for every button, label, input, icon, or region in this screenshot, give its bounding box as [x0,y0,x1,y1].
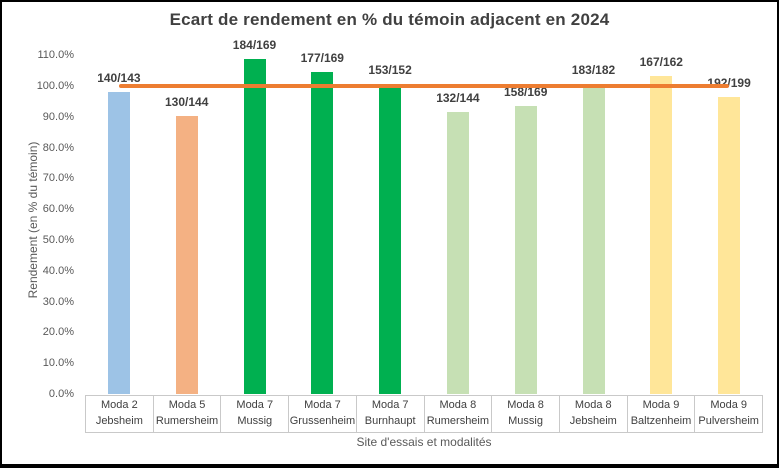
bar-value-label: 130/144 [164,94,209,109]
category-cell: Moda 8 Jebsheim [558,396,627,432]
category-site-label: Grussenheim [289,415,356,427]
category-site-label: Mussig [237,415,273,427]
category-moda-label: Moda 9 [642,399,680,411]
y-tick-label: 110.0% [37,49,75,62]
bar-moda8-jebsheim [582,84,605,394]
bar-moda9-baltzenheim [650,76,673,394]
category-cell: Moda 5 Rumersheim [152,396,221,432]
y-tick-label: 40.0% [42,264,74,277]
y-tick-label: 10.0% [42,357,74,370]
y-tick-label: 50.0% [42,234,74,246]
category-cell: Moda 7 Burnhaupt [355,396,424,432]
bar-value-label: 132/144 [436,90,480,105]
bar-moda8-mussig [514,106,537,394]
category-cell: Moda 9 Baltzenheim [626,396,695,432]
y-tick-label: 100.0% [36,80,74,92]
y-tick-label: 90.0% [42,110,74,123]
category-axis-table: Moda 2 Jebsheim Moda 5 Rumersheim Moda 7 Muss… [85,395,764,433]
category-moda-label: Moda 9 [710,399,748,411]
x-axis-title: Site d'essais et modalités [356,435,492,449]
category-moda-label: Moda 8 [507,399,544,411]
category-site-label: Pulversheim [698,415,759,427]
bar-moda7-burnhaupt [379,83,402,394]
bar-moda8-rumersheim [446,111,469,394]
bar-value-label: 140/143 [97,71,141,86]
category-site-label: Jebsheim [569,415,617,427]
category-cell: Moda 8 Rumersheim [423,396,492,432]
category-moda-label: Moda 8 [439,399,477,411]
category-cell: Moda 7 Grussenheim [288,396,356,432]
category-cell: Moda 7 Mussig [220,396,288,432]
bar-moda7-mussig [243,58,266,394]
bar-moda5-rumersheim [175,115,198,394]
y-tick-label: 30.0% [42,295,74,308]
category-site-label: Jebsheim [95,415,143,427]
category-site-label: Burnhaupt [364,415,416,427]
category-moda-label: Moda 5 [168,399,206,411]
y-tick-label: 20.0% [42,326,74,339]
category-cell: Moda 2 Jebsheim [85,396,153,432]
bar-value-label: 158/169 [503,85,548,100]
category-site-label: Rumersheim [155,415,219,427]
reference-line-100pct [118,84,730,88]
bar-value-label: 153/152 [368,62,412,77]
y-tick-label: 70.0% [42,172,74,185]
category-moda-label: Moda 8 [574,399,612,411]
category-moda-label: Moda 7 [371,399,409,411]
bar-moda2-jebsheim [107,92,130,394]
category-moda-label: Moda 2 [101,399,138,411]
category-moda-label: Moda 7 [236,399,274,411]
bar-value-label: 183/182 [571,63,616,78]
category-site-label: Mussig [508,415,543,427]
category-moda-label: Moda 7 [304,399,341,411]
category-site-label: Rumersheim [426,415,490,427]
y-tick-label: 0.0% [48,388,74,400]
category-cell: Moda 9 Pulversheim [694,396,764,432]
y-tick-label: 60.0% [42,203,74,216]
y-tick-label: 80.0% [42,141,74,154]
bar-value-label: 167/162 [639,55,683,70]
chart-title: Ecart de rendement en % du témoin adjace… [169,10,610,29]
category-site-label: Baltzenheim [630,415,692,427]
bar-value-label: 184/169 [232,37,277,52]
bar-value-label: 177/169 [300,50,344,65]
bar-moda9-pulversheim [718,96,741,394]
bar-moda7-grussenheim [311,71,334,394]
category-cell: Moda 8 Mussig [491,396,559,432]
